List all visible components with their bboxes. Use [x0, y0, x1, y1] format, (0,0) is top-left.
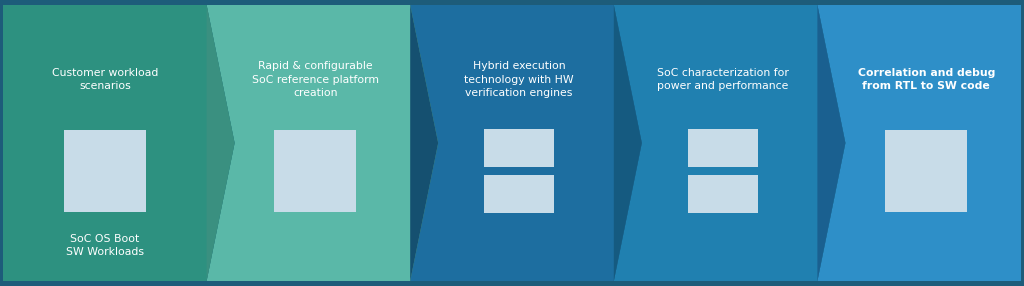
Text: Rapid & configurable
SoC reference platform
creation: Rapid & configurable SoC reference platf… — [252, 61, 379, 98]
Bar — [484, 129, 554, 167]
Polygon shape — [411, 5, 438, 143]
Polygon shape — [817, 5, 846, 143]
Polygon shape — [207, 5, 234, 143]
Text: SoC characterization for
power and performance: SoC characterization for power and perfo… — [656, 68, 788, 91]
Text: Correlation and debug
from RTL to SW code: Correlation and debug from RTL to SW cod… — [857, 68, 995, 91]
Polygon shape — [817, 143, 846, 281]
Bar — [687, 129, 758, 167]
Polygon shape — [817, 5, 1021, 281]
Text: SoC OS Boot
SW Workloads: SoC OS Boot SW Workloads — [66, 234, 143, 257]
Polygon shape — [613, 5, 642, 143]
Polygon shape — [411, 143, 438, 281]
Text: Hybrid execution
technology with HW
verification engines: Hybrid execution technology with HW veri… — [464, 61, 573, 98]
Text: Customer workload
scenarios: Customer workload scenarios — [51, 68, 158, 91]
Polygon shape — [207, 5, 438, 281]
Bar — [885, 130, 968, 212]
Bar — [484, 174, 554, 212]
Polygon shape — [613, 5, 846, 281]
Bar — [687, 174, 758, 212]
Polygon shape — [411, 5, 642, 281]
Polygon shape — [3, 5, 234, 281]
Polygon shape — [207, 143, 234, 281]
Bar — [63, 130, 145, 212]
Bar — [274, 130, 356, 212]
Polygon shape — [613, 143, 642, 281]
